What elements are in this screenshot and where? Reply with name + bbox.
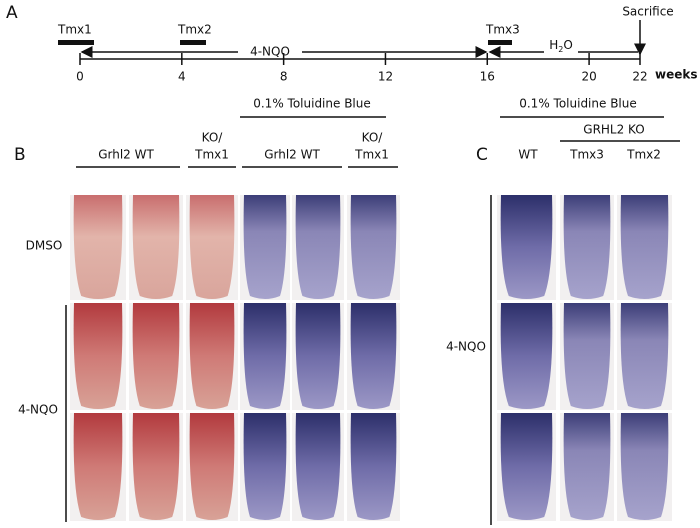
tongue-photo [295, 303, 341, 409]
column-label: Grhl2 WT [98, 148, 154, 162]
group-label: GRHL2 KO [583, 123, 644, 137]
tongue-photo [295, 195, 341, 299]
tongue-photo [563, 303, 611, 409]
tmx-label: Tmx2 [177, 23, 212, 37]
tongue-photo [350, 195, 397, 299]
tick-label: 12 [378, 70, 393, 84]
tick-label: 0 [76, 70, 84, 84]
tongue-photo [73, 303, 123, 409]
row-label: 4-NQO [446, 340, 486, 354]
tongue-photo [620, 195, 669, 299]
tmx-label: Tmx1 [57, 23, 92, 37]
tongue-photo [189, 303, 235, 409]
tmx-bar [488, 40, 512, 45]
tick-label: 22 [632, 70, 647, 84]
row-label: DMSO [26, 239, 63, 253]
tongue-photo [500, 413, 553, 520]
sacrifice-label: Sacrifice [622, 5, 673, 19]
column-label: WT [518, 148, 538, 162]
column-label: Tmx3 [569, 148, 604, 162]
tongue-photo [350, 303, 397, 409]
tongue-photo [189, 413, 235, 520]
label-bg [544, 38, 578, 54]
tick-label: 8 [280, 70, 288, 84]
panel-label: B [14, 145, 26, 165]
water-o: O [563, 38, 572, 52]
column-label: KO/ [362, 131, 384, 145]
tongue-photo [132, 195, 180, 299]
tongue-photo [620, 303, 669, 409]
tongue-photo [132, 303, 180, 409]
tongue-photo [500, 303, 553, 409]
label-bg [238, 44, 302, 60]
column-label: Tmx2 [626, 148, 661, 162]
axis-unit: weeks [655, 68, 698, 82]
tongue-photo [73, 413, 123, 520]
stain-label: 0.1% Toluidine Blue [253, 97, 371, 111]
water-sub: 2 [558, 45, 563, 54]
column-label: Grhl2 WT [264, 148, 320, 162]
tongue-photo [620, 413, 669, 520]
tongue-photo [189, 195, 235, 299]
water-h: H [549, 38, 558, 52]
column-label: KO/ [202, 131, 224, 145]
tongue-photo [500, 195, 553, 299]
tmx-label: Tmx3 [485, 23, 520, 37]
water-label: H2O [549, 38, 573, 54]
column-label: Tmx1 [194, 148, 229, 162]
stain-label: 0.1% Toluidine Blue [519, 97, 637, 111]
tick-label: 4 [178, 70, 186, 84]
tongue-photo [295, 413, 341, 520]
tick-label: 16 [480, 70, 495, 84]
tongue-photo [243, 195, 287, 299]
panel-c: C 0.1% Toluidine Blue GRHL2 KO WT Tmx3 T… [446, 97, 680, 525]
tmx-bar [58, 40, 94, 45]
tongue-photo [563, 413, 611, 520]
tongue-photo [243, 303, 287, 409]
tongue-photo [563, 195, 611, 299]
tongue-photo [350, 413, 397, 520]
tongue-photo [73, 195, 123, 299]
tongue-photo [132, 413, 180, 520]
tick-label: 20 [581, 70, 596, 84]
tmx-bar [180, 40, 206, 45]
row-label: 4-NQO [18, 403, 58, 417]
treatment-label: 4-NQO [250, 45, 290, 59]
column-label: Tmx1 [354, 148, 389, 162]
panel-b: B 0.1% Toluidine Blue Grhl2 WT KO/ Tmx1 … [14, 97, 398, 522]
panel-label: A [6, 3, 18, 23]
panel-a: A Tmx1 Tmx2 Tmx3 4-NQO H2O Sacrifice wee… [6, 3, 698, 84]
tongue-photo [243, 413, 287, 520]
photos [70, 195, 672, 521]
panel-label: C [476, 145, 488, 165]
